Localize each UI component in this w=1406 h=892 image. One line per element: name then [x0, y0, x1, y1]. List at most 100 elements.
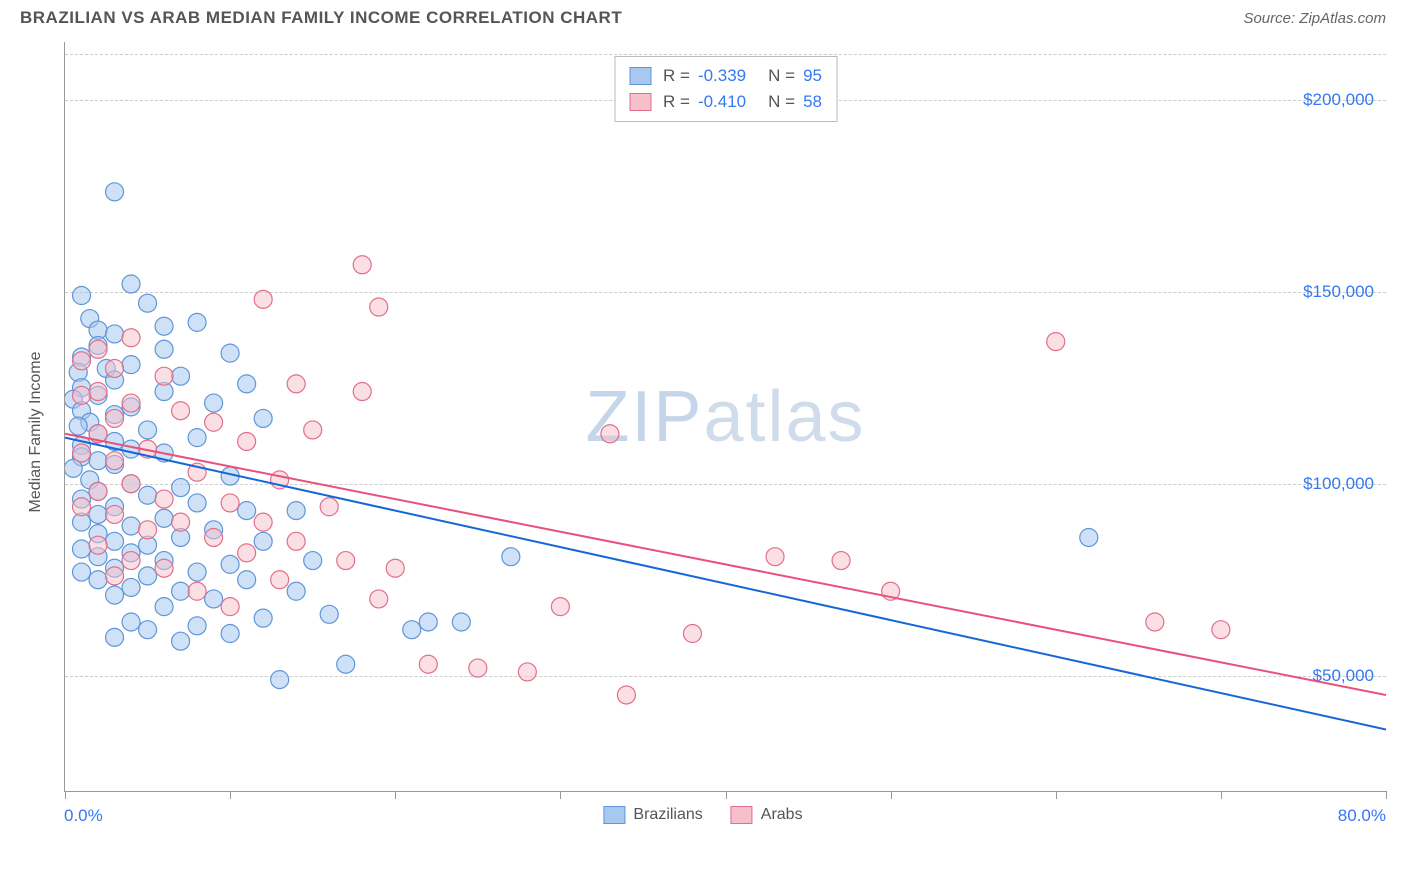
- data-point: [221, 344, 239, 362]
- data-point: [172, 479, 190, 497]
- data-point: [106, 567, 124, 585]
- data-point: [452, 613, 470, 631]
- plot-area: ZIPatlas R = -0.339 N = 95 R = -0.410 N …: [64, 42, 1386, 792]
- data-point: [238, 502, 256, 520]
- data-point: [337, 655, 355, 673]
- data-point: [155, 317, 173, 335]
- data-point: [139, 294, 157, 312]
- data-point: [386, 559, 404, 577]
- n-label: N =: [768, 89, 795, 115]
- data-point: [353, 383, 371, 401]
- data-point: [188, 617, 206, 635]
- data-point: [172, 367, 190, 385]
- data-point: [139, 567, 157, 585]
- data-point: [1212, 621, 1230, 639]
- data-point: [271, 671, 289, 689]
- data-point: [122, 517, 140, 535]
- data-point: [89, 340, 107, 358]
- data-point: [139, 621, 157, 639]
- data-point: [469, 659, 487, 677]
- data-point: [106, 183, 124, 201]
- r-label: R =: [663, 63, 690, 89]
- data-point: [155, 559, 173, 577]
- n-label: N =: [768, 63, 795, 89]
- data-point: [287, 375, 305, 393]
- data-point: [89, 452, 107, 470]
- x-axis-min-label: 0.0%: [64, 806, 103, 826]
- data-point: [139, 521, 157, 539]
- legend-item-brazilians: Brazilians: [603, 806, 702, 824]
- data-point: [155, 509, 173, 527]
- data-point: [122, 275, 140, 293]
- data-point: [89, 536, 107, 554]
- data-point: [403, 621, 421, 639]
- data-point: [172, 582, 190, 600]
- data-point: [188, 494, 206, 512]
- data-point: [73, 540, 91, 558]
- swatch-arabs-icon: [731, 806, 753, 824]
- chart-container: Median Family Income ZIPatlas R = -0.339…: [20, 32, 1386, 832]
- data-point: [254, 532, 272, 550]
- data-point: [155, 490, 173, 508]
- data-point: [518, 663, 536, 681]
- data-point: [106, 628, 124, 646]
- data-point: [254, 609, 272, 627]
- data-point: [73, 386, 91, 404]
- data-point: [73, 352, 91, 370]
- data-point: [221, 598, 239, 616]
- data-point: [221, 555, 239, 573]
- n-value-arabs: 58: [803, 89, 822, 115]
- legend-row-brazilians: R = -0.339 N = 95: [629, 63, 822, 89]
- correlation-legend: R = -0.339 N = 95 R = -0.410 N = 58: [614, 56, 837, 122]
- data-point: [106, 586, 124, 604]
- data-point: [122, 394, 140, 412]
- data-point: [73, 498, 91, 516]
- data-point: [139, 486, 157, 504]
- data-point: [188, 563, 206, 581]
- series-legend: Brazilians Arabs: [603, 806, 802, 824]
- swatch-brazilians: [629, 67, 651, 85]
- data-point: [287, 532, 305, 550]
- chart-title: BRAZILIAN VS ARAB MEDIAN FAMILY INCOME C…: [20, 8, 622, 28]
- x-axis-max-label: 80.0%: [1338, 806, 1386, 826]
- scatter-plot-svg: [65, 42, 1386, 791]
- data-point: [122, 475, 140, 493]
- data-point: [287, 502, 305, 520]
- data-point: [205, 590, 223, 608]
- data-point: [155, 340, 173, 358]
- data-point: [1080, 528, 1098, 546]
- data-point: [353, 256, 371, 274]
- data-point: [304, 552, 322, 570]
- data-point: [155, 598, 173, 616]
- data-point: [221, 625, 239, 643]
- data-point: [271, 571, 289, 589]
- data-point: [122, 440, 140, 458]
- n-value-brazilians: 95: [803, 63, 822, 89]
- data-point: [106, 505, 124, 523]
- data-point: [601, 425, 619, 443]
- data-point: [69, 417, 87, 435]
- legend-item-arabs: Arabs: [731, 806, 803, 824]
- data-point: [205, 528, 223, 546]
- data-point: [551, 598, 569, 616]
- data-point: [106, 359, 124, 377]
- r-value-brazilians: -0.339: [698, 63, 746, 89]
- data-point: [617, 686, 635, 704]
- legend-label-arabs: Arabs: [761, 806, 803, 824]
- data-point: [172, 402, 190, 420]
- data-point: [370, 590, 388, 608]
- data-point: [89, 505, 107, 523]
- data-point: [172, 632, 190, 650]
- data-point: [1047, 333, 1065, 351]
- data-point: [238, 544, 256, 562]
- data-point: [287, 582, 305, 600]
- data-point: [155, 367, 173, 385]
- data-point: [238, 375, 256, 393]
- data-point: [320, 605, 338, 623]
- data-point: [188, 429, 206, 447]
- data-point: [254, 409, 272, 427]
- data-point: [122, 552, 140, 570]
- data-point: [766, 548, 784, 566]
- data-point: [122, 613, 140, 631]
- r-label: R =: [663, 89, 690, 115]
